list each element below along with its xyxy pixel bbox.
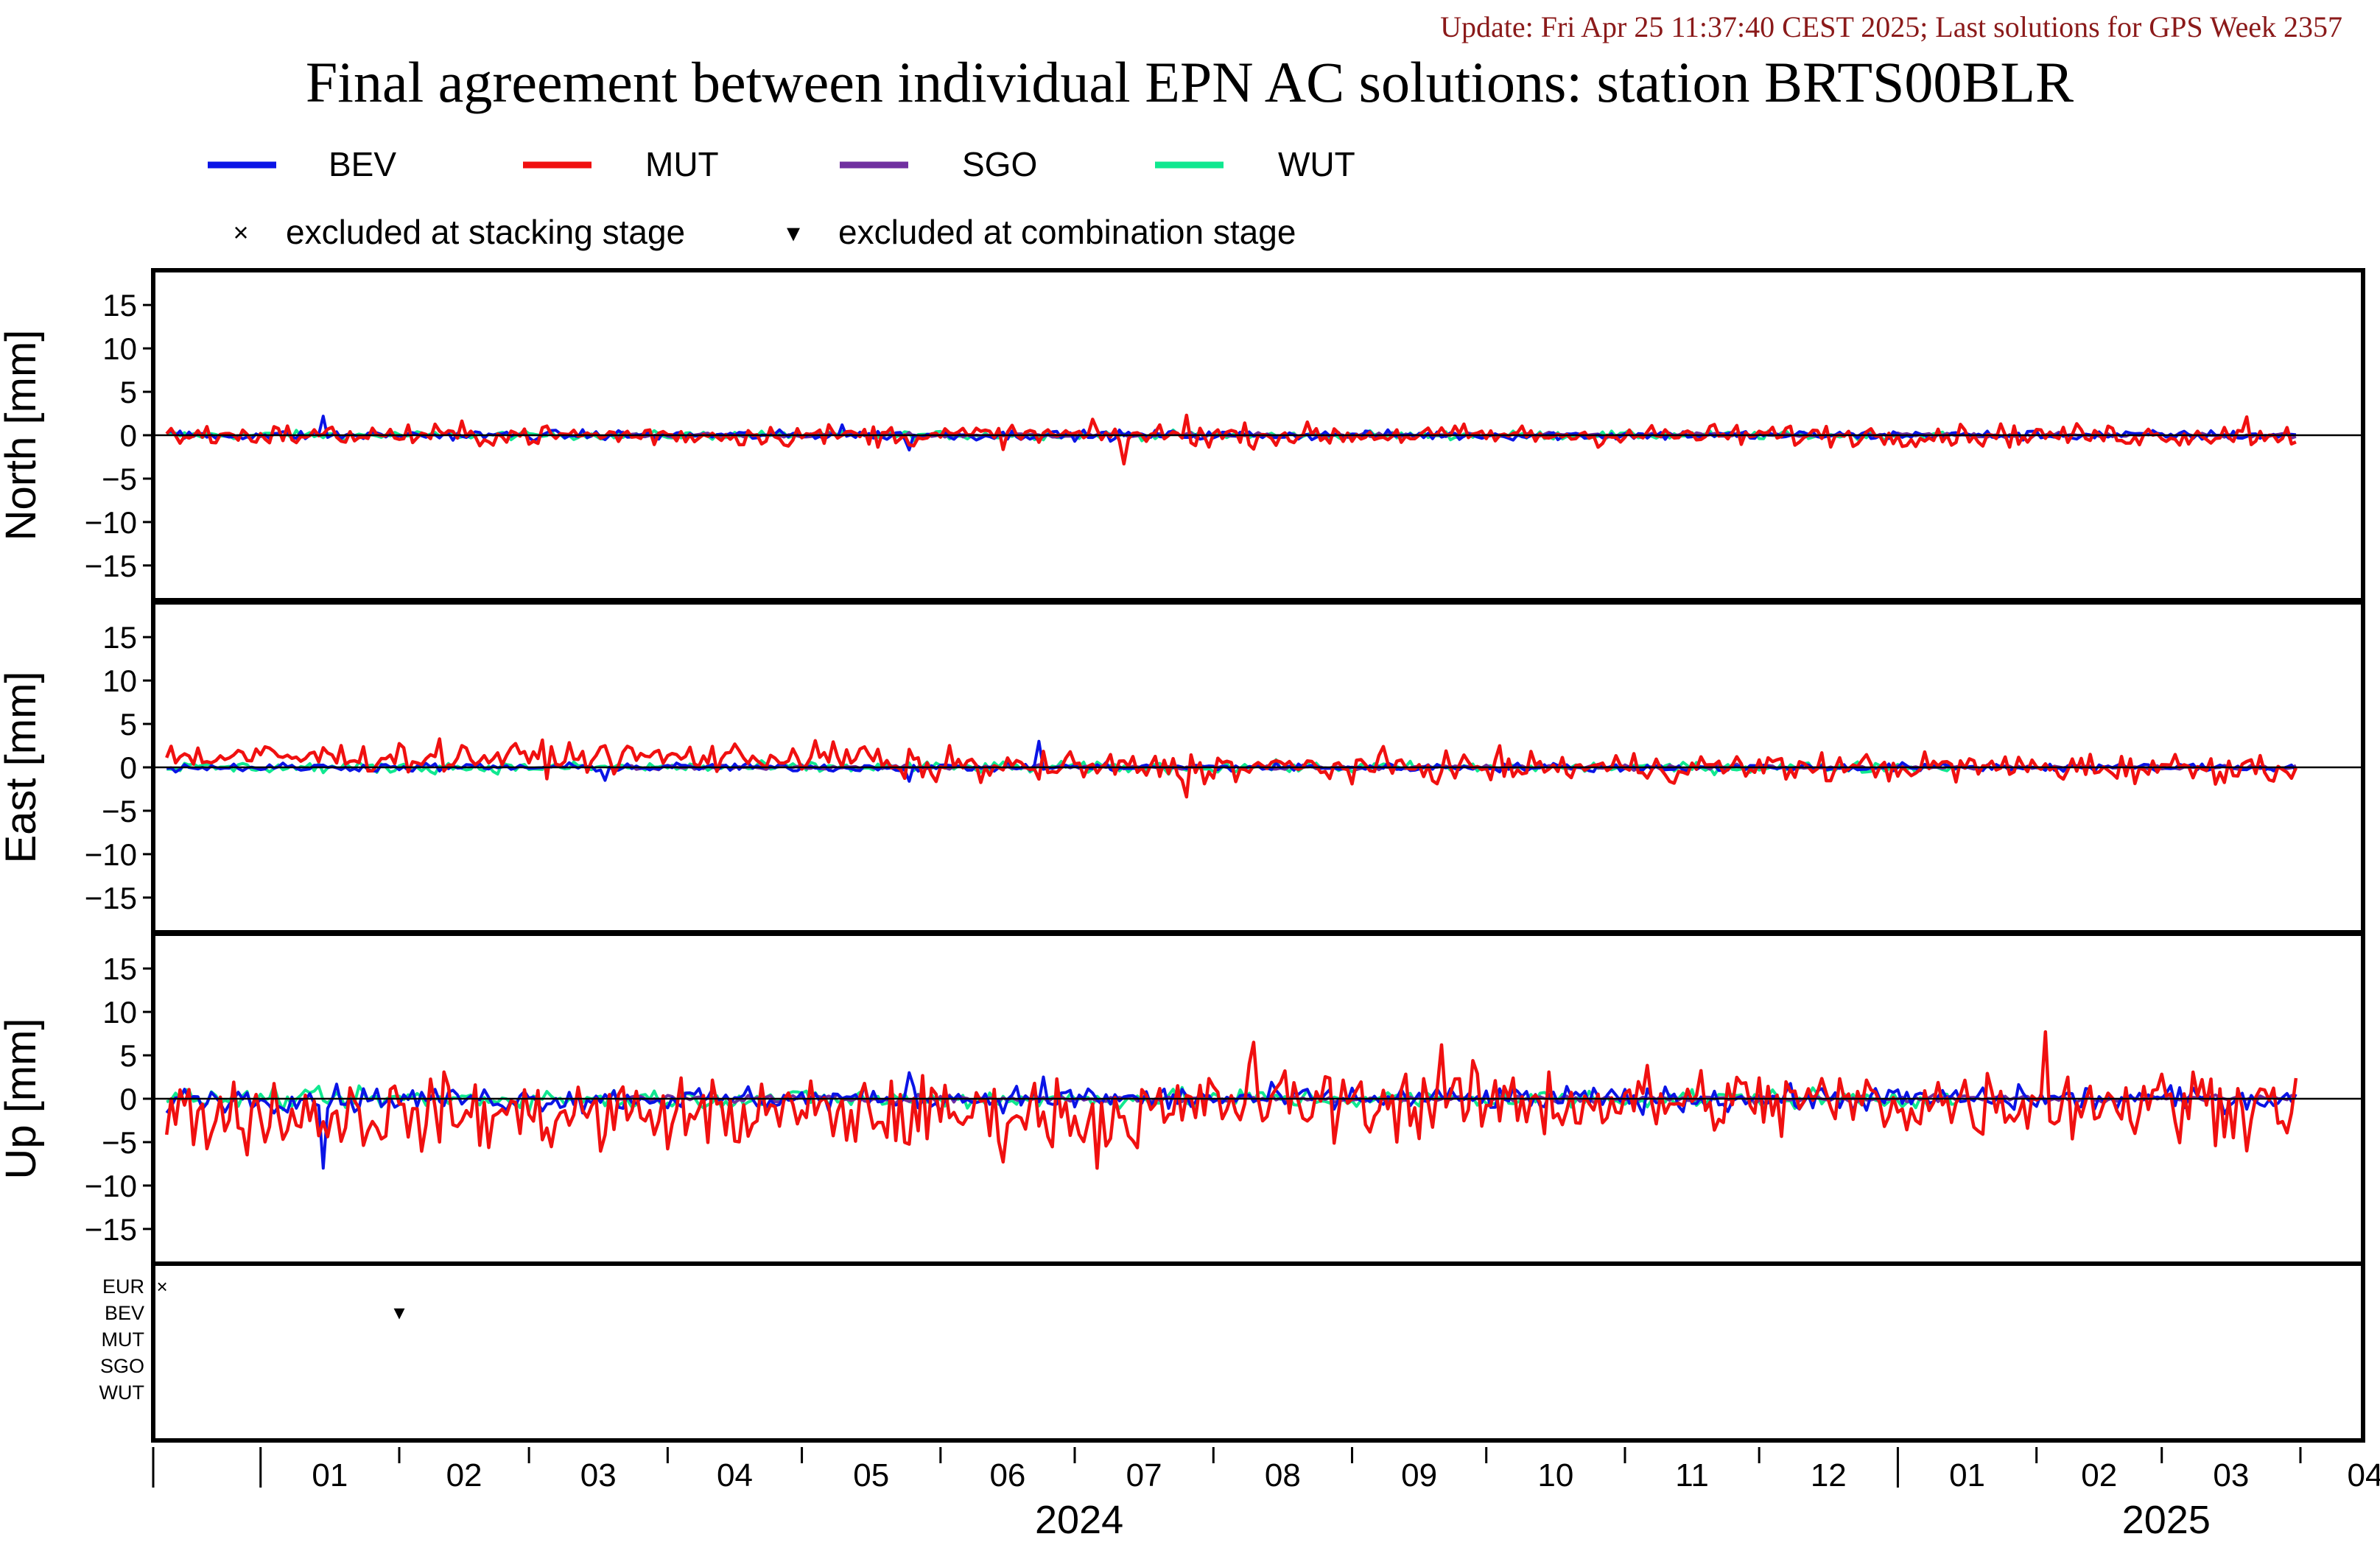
y-axis-label-north: North [mm] [0, 330, 45, 541]
x-tick-label: 03 [580, 1457, 617, 1493]
y-tick-label-east: 10 [102, 664, 137, 698]
y-tick-label-north: −15 [85, 549, 137, 583]
y-tick-label-up: 5 [120, 1038, 137, 1073]
x-axis: 01 02 03 04 05 06 07 08 09 10 11 12 01 02 03 04 2024 2025 [152, 1447, 2380, 1542]
y-tick-label-east: −15 [85, 881, 137, 915]
y-tick-label-east: 0 [120, 750, 137, 785]
y-tick-label-north: 5 [120, 375, 137, 409]
series-line-mut-north [165, 413, 2297, 466]
y-tick-label-north: −10 [85, 505, 137, 540]
y-tick-label-east: −5 [102, 794, 137, 828]
series-line-bev-north [166, 415, 2297, 451]
exclusion-frame [151, 1261, 2365, 1443]
y-tick-label-north: 0 [120, 418, 137, 453]
y-tick-label-up: −15 [85, 1212, 137, 1247]
y-tick-label-up: 10 [102, 995, 137, 1030]
series-line-mut-up [164, 1030, 2298, 1170]
x-tick-label: 01 [1949, 1457, 1985, 1493]
exclusion-row-eur: EUR [102, 1275, 144, 1298]
exclusion-row-mut: MUT [102, 1328, 144, 1351]
y-tick-label-east: 5 [120, 707, 137, 742]
x-tick-label: 08 [1265, 1457, 1301, 1493]
update-text: Update: Fri Apr 25 11:37:40 CEST 2025; L… [1440, 10, 2342, 43]
legend-label-stacking: excluded at stacking stage [286, 213, 685, 251]
exclusion-marker: × [157, 1275, 168, 1298]
exclusion-marker: ▾ [393, 1301, 404, 1325]
y-tick-label-up: −10 [85, 1169, 137, 1203]
x-tick-label: 05 [853, 1457, 889, 1493]
panel-east: 15 10 5 0 −5 −10 −15 East [mm] [0, 600, 2365, 935]
x-year-label: 2024 [1035, 1498, 1123, 1542]
panel-up: 15 10 5 0 −5 −10 −15 Up [mm] [0, 932, 2365, 1266]
x-tick-label: 09 [1401, 1457, 1437, 1493]
y-tick-label-north: −5 [102, 462, 137, 496]
legend-label-wut: WUT [1278, 145, 1355, 183]
y-tick-label-east: −10 [85, 837, 137, 872]
x-tick-label: 11 [1675, 1457, 1709, 1493]
x-tick-label: 07 [1126, 1457, 1162, 1493]
y-tick-label-up: 0 [120, 1082, 137, 1116]
legend-label-bev: BEV [329, 145, 396, 183]
legend-marker-stacking: × [233, 217, 248, 247]
x-tick-label: 06 [989, 1457, 1025, 1493]
x-tick-label: 02 [446, 1457, 482, 1493]
x-tick-label: 04 [717, 1457, 753, 1493]
legend: BEV MUT SGO WUT × excluded at stacking s… [208, 145, 1355, 251]
y-tick-label-north: 10 [102, 331, 137, 366]
x-tick-label: 02 [2081, 1457, 2117, 1493]
x-year-label: 2025 [2122, 1498, 2211, 1542]
legend-label-combination: excluded at combination stage [838, 213, 1296, 251]
y-axis-label-up: Up [mm] [0, 1018, 45, 1179]
legend-item-bev: BEV [208, 145, 396, 183]
exclusion-row-wut: WUT [99, 1382, 144, 1404]
legend-item-wut: WUT [1155, 145, 1355, 183]
chart-title: Final agreement between individual EPN A… [306, 50, 2074, 114]
series-line-mut-east [165, 737, 2297, 799]
exclusion-row-bev: BEV [105, 1302, 144, 1324]
legend-label-sgo: SGO [962, 145, 1037, 183]
x-tick-label: 01 [312, 1457, 348, 1493]
y-tick-label-up: −5 [102, 1125, 137, 1160]
x-tick-label: 12 [1811, 1457, 1847, 1493]
y-tick-label-east: 15 [102, 620, 137, 655]
panels: 15 10 5 0 −5 −10 −15 North [mm] 15 10 5 0 −5 −10 −15 Ea… [0, 268, 2365, 1266]
legend-item-mut: MUT [523, 145, 719, 183]
exclusion-row-sgo: SGO [100, 1355, 144, 1377]
panel-north: 15 10 5 0 −5 −10 −15 North [mm] [0, 268, 2365, 602]
x-tick-label: 03 [2213, 1457, 2249, 1493]
legend-label-mut: MUT [645, 145, 719, 183]
y-axis-label-east: East [mm] [0, 671, 45, 863]
legend-item-sgo: SGO [840, 145, 1037, 183]
y-tick-label-north: 15 [102, 288, 137, 323]
legend-marker-combination: ▾ [787, 217, 800, 247]
x-tick-label: 04 [2348, 1457, 2380, 1493]
y-tick-label-up: 15 [102, 951, 137, 986]
exclusion-panel: EUR BEV MUT SGO WUT × ▾ [99, 1261, 2365, 1443]
x-tick-label: 10 [1537, 1457, 1573, 1493]
